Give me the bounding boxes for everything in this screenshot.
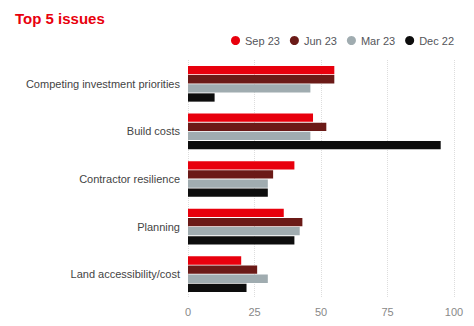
svg-text:Dec 22: Dec 22: [419, 35, 454, 47]
svg-text:Competing investment prioritie: Competing investment priorities: [26, 78, 181, 90]
svg-text:100: 100: [445, 306, 463, 318]
svg-text:Land accessibility/cost: Land accessibility/cost: [71, 268, 180, 280]
svg-text:Sep 23: Sep 23: [245, 35, 280, 47]
svg-text:0: 0: [185, 306, 191, 318]
svg-text:Contractor resilience: Contractor resilience: [79, 173, 180, 185]
svg-text:Build costs: Build costs: [127, 125, 181, 137]
svg-text:Jun 23: Jun 23: [304, 35, 337, 47]
svg-text:75: 75: [381, 306, 393, 318]
svg-text:25: 25: [248, 306, 260, 318]
svg-text:Mar 23: Mar 23: [361, 35, 395, 47]
svg-text:Planning: Planning: [137, 221, 180, 233]
svg-text:Top 5 issues: Top 5 issues: [15, 10, 105, 27]
svg-text:50: 50: [315, 306, 327, 318]
